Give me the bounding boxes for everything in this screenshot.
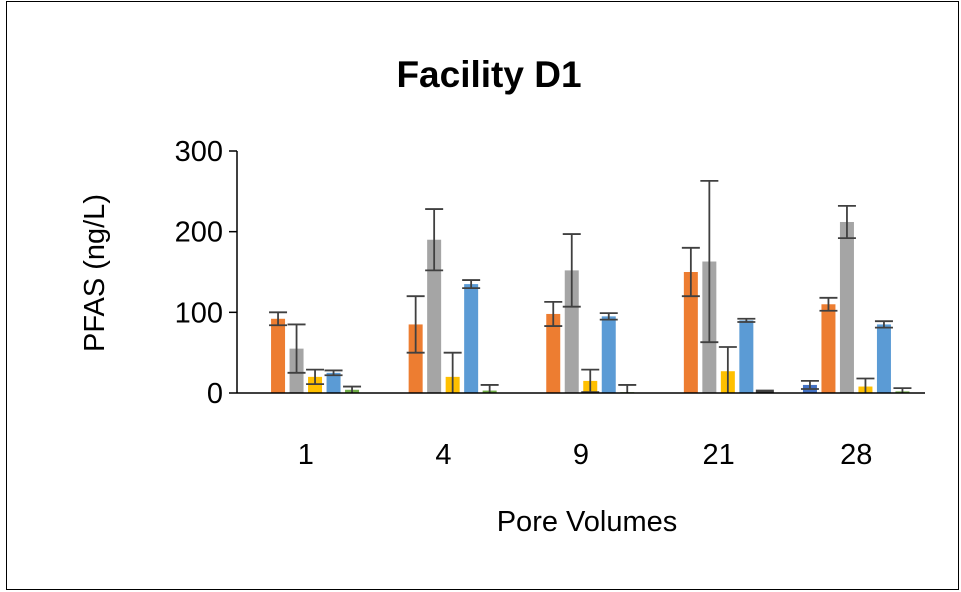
chart-title: Facility D1 [396,54,581,95]
bar [839,221,854,393]
y-axis-label: PFAS (ng/L) [79,194,111,352]
y-tick-label: 100 [175,297,223,329]
y-tick-label: 0 [207,378,223,410]
bar [427,239,442,393]
x-axis-label: Pore Volumes [497,506,678,538]
y-axis: 0 100 200 300 [175,136,238,410]
bar [464,284,479,393]
bar [546,313,561,393]
bar [564,270,579,393]
x-tick-label: 4 [435,439,451,471]
y-tick-label: 200 [175,217,223,249]
bar [271,318,286,393]
y-tick-label: 300 [175,136,223,168]
error-bars-group [269,179,912,394]
chart-frame [6,1,959,590]
x-axis: 1 4 9 21 28 [237,392,925,471]
bar [408,324,423,393]
x-tick-label: 9 [573,439,589,471]
bars-group [271,221,910,393]
x-tick-label: 28 [840,439,872,471]
bar [739,320,754,393]
bar [326,372,341,393]
bar [683,272,698,393]
bar [821,304,836,393]
bar [601,316,616,393]
x-tick-label: 21 [702,439,734,471]
bar [876,324,891,393]
x-tick-label: 1 [298,439,314,471]
